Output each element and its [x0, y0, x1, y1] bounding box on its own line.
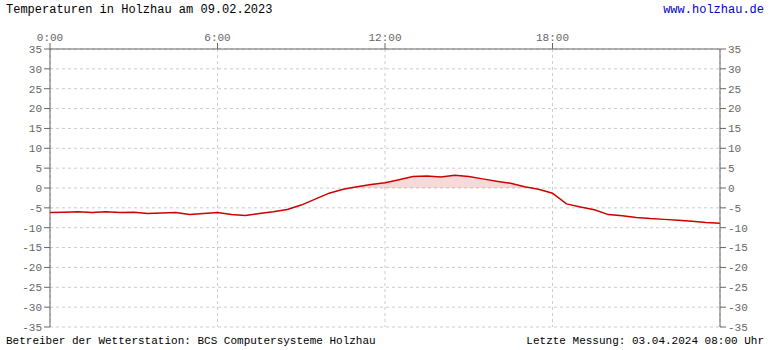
html-text:Betreiber der Wetterstation: B: Betreiber der Wetterstation: BCS Compute… — [6, 335, 376, 347]
svg-text:-30: -30 — [22, 302, 42, 314]
svg-text:0: 0 — [35, 183, 42, 195]
svg-text:35: 35 — [728, 44, 741, 56]
svg-text:15: 15 — [728, 123, 741, 135]
svg-text:12:00: 12:00 — [368, 32, 401, 44]
svg-text:18:00: 18:00 — [536, 32, 569, 44]
svg-text:15: 15 — [29, 123, 42, 135]
svg-text:20: 20 — [728, 103, 741, 115]
svg-text:-20: -20 — [22, 262, 42, 274]
svg-text:0:00: 0:00 — [37, 32, 63, 44]
svg-text:30: 30 — [29, 64, 42, 76]
svg-text:10: 10 — [728, 143, 741, 155]
html-text:www.holzhau.de: www.holzhau.de — [663, 3, 764, 17]
svg-text:-35: -35 — [22, 322, 42, 332]
svg-text:25: 25 — [728, 84, 741, 96]
svg-text:-35: -35 — [728, 322, 748, 332]
svg-text:-15: -15 — [728, 242, 748, 254]
svg-text:5: 5 — [728, 163, 735, 175]
svg-text:0: 0 — [728, 183, 735, 195]
svg-text:-20: -20 — [728, 262, 748, 274]
svg-text:5: 5 — [35, 163, 42, 175]
svg-text:6:00: 6:00 — [204, 32, 230, 44]
svg-text:30: 30 — [728, 64, 741, 76]
svg-text:-15: -15 — [22, 242, 42, 254]
html-text:Temperaturen in Holzhau am 09.: Temperaturen in Holzhau am 09.02.2023 — [6, 3, 273, 17]
svg-text:-5: -5 — [29, 203, 42, 215]
svg-text:-25: -25 — [22, 282, 42, 294]
svg-text:-30: -30 — [728, 302, 748, 314]
svg-text:-10: -10 — [728, 223, 748, 235]
svg-text:-10: -10 — [22, 223, 42, 235]
svg-text:25: 25 — [29, 84, 42, 96]
html-text:Letzte Messung: 03.04.2024 08:: Letzte Messung: 03.04.2024 08:00 Uhr — [526, 335, 764, 347]
svg-text:35: 35 — [29, 44, 42, 56]
svg-text:20: 20 — [29, 103, 42, 115]
svg-text:10: 10 — [29, 143, 42, 155]
svg-text:-25: -25 — [728, 282, 748, 294]
svg-text:-5: -5 — [728, 203, 741, 215]
